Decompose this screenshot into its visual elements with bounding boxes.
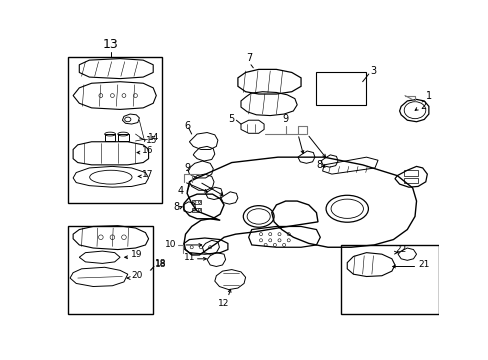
Text: 13: 13: [103, 38, 119, 51]
Text: 8: 8: [316, 160, 322, 170]
Text: 9: 9: [282, 114, 288, 124]
Bar: [404, 178, 417, 183]
Bar: [404, 170, 417, 176]
Text: 20: 20: [131, 271, 142, 280]
Text: 21: 21: [417, 260, 428, 269]
Text: 3: 3: [369, 66, 376, 76]
Text: 12: 12: [218, 299, 229, 308]
Text: 4: 4: [177, 186, 183, 196]
Text: 7: 7: [246, 53, 252, 63]
Bar: [191, 208, 201, 212]
Text: 1: 1: [425, 91, 431, 100]
Text: 18: 18: [154, 259, 166, 268]
Text: 14: 14: [147, 134, 159, 143]
Text: 6: 6: [183, 121, 190, 131]
Bar: [68, 57, 162, 203]
Bar: [191, 200, 201, 204]
Bar: [341, 245, 438, 314]
Text: 10: 10: [164, 240, 176, 249]
Text: 18: 18: [154, 260, 166, 269]
Text: 15: 15: [145, 136, 157, 145]
Text: 11: 11: [183, 253, 195, 262]
Text: 22: 22: [395, 245, 406, 254]
Text: 5: 5: [228, 114, 234, 123]
Bar: [316, 72, 366, 105]
Text: 19: 19: [131, 251, 142, 260]
Bar: [68, 226, 153, 314]
Text: 8: 8: [173, 202, 179, 212]
Bar: [118, 134, 128, 141]
Text: 2: 2: [420, 101, 426, 111]
Bar: [104, 134, 115, 141]
Text: 16: 16: [142, 146, 154, 155]
Text: 9: 9: [184, 163, 190, 172]
Text: 17: 17: [142, 170, 154, 179]
